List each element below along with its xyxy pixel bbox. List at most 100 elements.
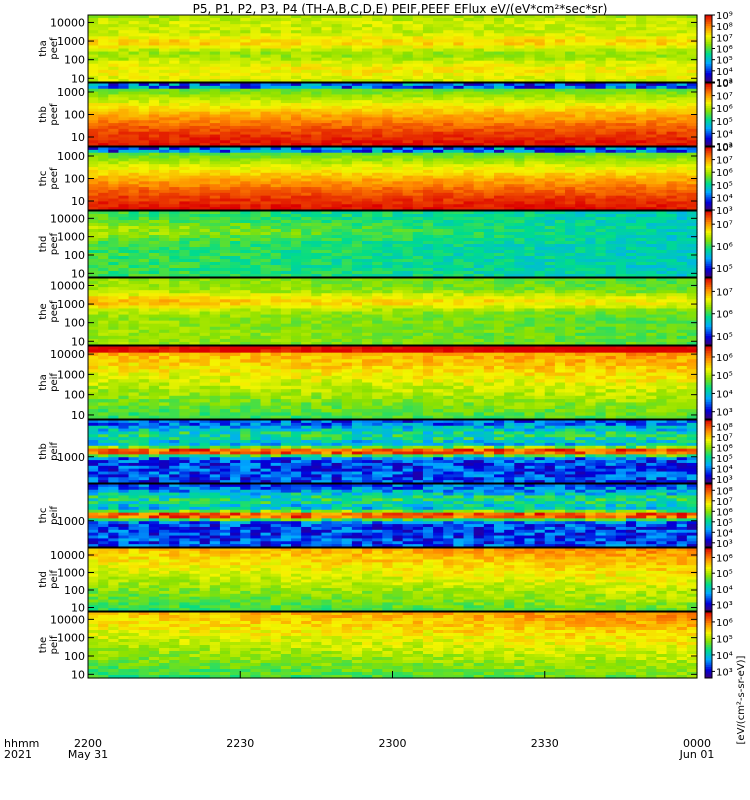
heatmap-cell [402,36,414,40]
heatmap-cell [240,72,251,77]
heatmap-cell [544,117,556,121]
heatmap-cell [575,69,586,74]
heatmap-cell [575,128,586,133]
heatmap-cell [209,123,221,127]
heatmap-cell [494,105,505,110]
heatmap-cell [291,120,302,124]
heatmap-cell [219,108,231,113]
heatmap-cell [250,105,262,110]
heatmap-cell [412,30,424,34]
heatmap-cell [473,137,485,141]
heatmap-cell [625,30,637,34]
heatmap-cell [321,91,333,96]
heatmap-cell [199,128,211,133]
heatmap-cell [544,88,556,93]
heatmap-cell [98,172,109,177]
heatmap-cell [108,207,120,211]
heatmap-cell [483,94,495,98]
heatmap-cell [118,72,130,77]
heatmap-cell [199,105,211,110]
heatmap-cell [311,85,323,90]
heatmap-cell [351,42,363,47]
heatmap-cell [595,83,607,87]
panel-label: thcpeef [38,167,60,190]
heatmap-cell [412,137,424,141]
heatmap-cell [291,15,302,19]
heatmap-cell [402,111,414,116]
heatmap-cell [209,111,221,116]
heatmap-cell [646,18,657,22]
heatmap-cell [585,54,597,59]
heatmap-cell [148,137,160,141]
heatmap-cell [585,140,597,144]
heatmap-cell [494,91,505,96]
colorbar-step [705,44,712,47]
heatmap-cell [676,83,688,87]
heatmap-cell [311,91,323,96]
heatmap-cell [250,51,262,56]
heatmap-cell [128,91,140,96]
heatmap-cell [534,117,546,121]
heatmap-cell [453,120,465,124]
heatmap-cell [341,33,353,37]
heatmap-cell [280,114,292,118]
heatmap-cell [565,88,576,93]
heatmap-cell [209,21,221,25]
heatmap-cell [351,140,363,144]
heatmap-cell [514,131,526,136]
heatmap-cell [179,72,191,77]
heatmap-cell [625,57,637,62]
heatmap-cell [169,97,180,101]
heatmap-cell [118,131,130,136]
heatmap-cell [544,108,556,113]
heatmap-cell [494,75,505,80]
heatmap-cell [676,54,688,59]
heatmap-cell [412,69,424,74]
heatmap-cell [230,131,241,136]
heatmap-cell [636,45,647,50]
heatmap-cell [270,105,282,110]
heatmap-cell [88,207,99,211]
heatmap-cell [108,103,120,107]
heatmap-cell [636,120,647,124]
heatmap-cell [291,143,302,147]
heatmap-cell [372,117,383,121]
heatmap-cell [524,97,536,101]
heatmap-cell [98,30,109,34]
heatmap-cell [524,128,536,133]
heatmap-cell [108,75,120,80]
heatmap-cell [636,108,647,113]
heatmap-cell [199,60,211,65]
heatmap-cell [666,51,678,56]
heatmap-cell [585,78,597,83]
heatmap-cell [169,103,180,107]
heatmap-cell [230,48,241,53]
heatmap-cell [392,39,404,44]
heatmap-cell [169,128,180,133]
heatmap-cell [230,42,241,47]
heatmap-cell [280,18,292,22]
heatmap-cell [362,66,373,71]
heatmap-cell [534,51,546,56]
heatmap-cell [656,128,668,133]
heatmap-cell [331,117,343,121]
heatmap-cell [301,83,312,87]
heatmap-cell [311,78,323,83]
heatmap-cell [473,91,485,96]
heatmap-cell [636,97,647,101]
heatmap-cell [585,66,597,71]
heatmap-cell [351,114,363,118]
heatmap-cell [270,24,282,28]
heatmap-cell [270,30,282,34]
heatmap-cell [433,18,444,22]
heatmap-cell [544,66,556,71]
heatmap-cell [311,36,323,40]
heatmap-cell [625,42,637,47]
heatmap-cell [382,108,394,113]
heatmap-cell [138,24,150,28]
heatmap-cell [524,51,536,56]
heatmap-cell [676,128,688,133]
heatmap-cell [331,21,343,25]
heatmap-cell [128,137,140,141]
